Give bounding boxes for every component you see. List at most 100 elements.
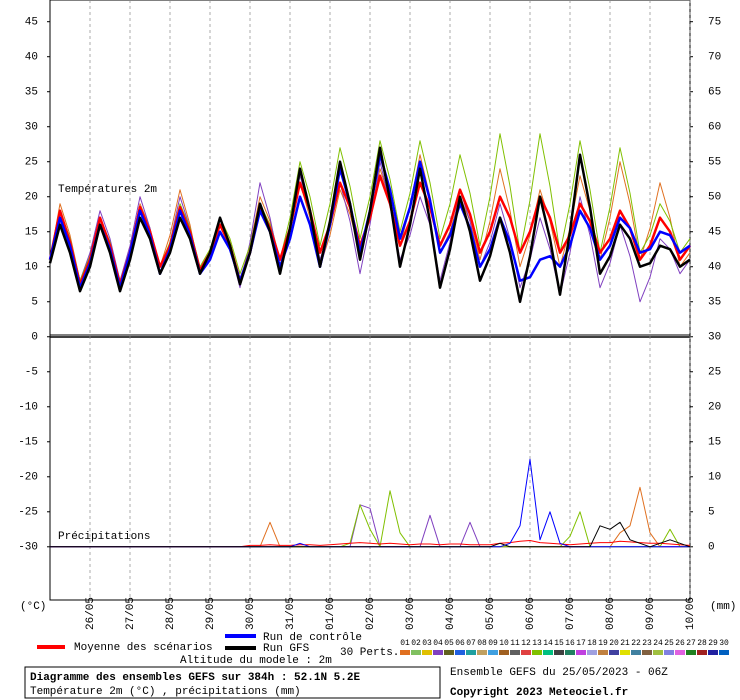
legend-label: Moyenne des scénarios	[74, 642, 213, 654]
y2-tick-label: 25	[708, 367, 721, 379]
member-label: 27	[686, 639, 696, 648]
member-swatch	[499, 650, 509, 655]
member-swatch	[488, 650, 498, 655]
annotation: Températures 2m	[58, 184, 157, 196]
member-label: 20	[609, 639, 619, 648]
perturbations-label: 30 Perts.	[340, 647, 399, 659]
y-tick-label: 0	[31, 332, 38, 344]
annotation: Précipitations	[58, 531, 150, 543]
member-label: 15	[554, 639, 564, 648]
member-label: 13	[532, 639, 542, 648]
member-label: 10	[499, 639, 509, 648]
member-label: 21	[620, 639, 630, 648]
member-label: 26	[675, 639, 685, 648]
y-tick-label: 5	[31, 297, 38, 309]
member-swatch	[708, 650, 718, 655]
member-swatch	[510, 650, 520, 655]
member-swatch	[697, 650, 707, 655]
member-swatch	[675, 650, 685, 655]
y-tick-label: 35	[25, 87, 38, 99]
x-tick-label: 06/06	[525, 597, 537, 630]
series-line	[48, 174, 692, 286]
y2-tick-label: 50	[708, 192, 721, 204]
member-swatch	[653, 650, 663, 655]
member-swatch	[444, 650, 454, 655]
member-swatch	[565, 650, 575, 655]
x-tick-label: 26/05	[85, 597, 97, 630]
member-swatch	[719, 650, 729, 655]
y-tick-label: 10	[25, 262, 38, 274]
y2-tick-label: 40	[708, 262, 721, 274]
x-tick-label: 01/06	[325, 597, 337, 630]
y-tick-label: 30	[25, 122, 38, 134]
chart-subtitle: Température 2m (°C) , précipitations (mm…	[30, 686, 301, 698]
y2-tick-label: 35	[708, 297, 721, 309]
x-tick-label: 28/05	[165, 597, 177, 630]
member-label: 17	[576, 639, 586, 648]
member-swatch	[422, 650, 432, 655]
title-box	[24, 666, 441, 699]
member-swatch	[455, 650, 465, 655]
member-label: 16	[565, 639, 575, 648]
member-label: 02	[411, 639, 421, 648]
member-swatch	[400, 650, 410, 655]
member-swatch	[477, 650, 487, 655]
series-line	[50, 521, 691, 548]
y-tick-label: -30	[18, 542, 38, 554]
y2-tick-label: 5	[708, 507, 715, 519]
member-label: 04	[433, 639, 443, 648]
y2-tick-label: 45	[708, 227, 721, 239]
member-label: 08	[477, 639, 487, 648]
member-swatch	[433, 650, 443, 655]
member-swatch	[598, 650, 608, 655]
y-tick-label: 20	[25, 192, 38, 204]
y2-tick-label: 15	[708, 437, 721, 449]
member-swatch	[411, 650, 421, 655]
member-swatch	[686, 650, 696, 655]
member-label: 07	[466, 639, 476, 648]
member-label: 14	[543, 639, 553, 648]
x-tick-label: 03/06	[405, 597, 417, 630]
y-tick-label: 25	[25, 157, 38, 169]
member-label: 29	[708, 639, 718, 648]
y-tick-label: -20	[18, 472, 38, 484]
y2-tick-label: 60	[708, 122, 721, 134]
y-tick-label: -10	[18, 402, 38, 414]
x-tick-label: 07/06	[565, 597, 577, 630]
member-swatch	[664, 650, 674, 655]
y-axis-label: (°C)	[20, 601, 46, 613]
member-swatch	[521, 650, 531, 655]
x-tick-label: 30/05	[245, 597, 257, 630]
member-label: 22	[631, 639, 641, 648]
x-tick-label: 31/05	[285, 597, 297, 630]
member-label: 28	[697, 639, 707, 648]
member-label: 25	[664, 639, 674, 648]
y2-tick-label: 30	[708, 332, 721, 344]
y2-axis-label: (mm)	[710, 601, 736, 613]
member-label: 06	[455, 639, 465, 648]
x-tick-label: 29/05	[205, 597, 217, 630]
member-label: 18	[587, 639, 597, 648]
member-swatch	[554, 650, 564, 655]
member-swatch	[543, 650, 553, 655]
y-tick-label: -15	[18, 437, 38, 449]
y2-tick-label: 20	[708, 402, 721, 414]
y2-tick-label: 0	[708, 542, 715, 554]
member-label: 03	[422, 639, 432, 648]
y2-tick-label: 70	[708, 52, 721, 64]
y2-tick-label: 10	[708, 472, 721, 484]
member-label: 05	[444, 639, 454, 648]
member-label: 12	[521, 639, 531, 648]
member-label: 11	[510, 639, 520, 648]
member-label: 24	[653, 639, 663, 648]
member-swatch	[576, 650, 586, 655]
member-swatch	[642, 650, 652, 655]
member-swatch	[532, 650, 542, 655]
member-swatch	[609, 650, 619, 655]
y-tick-label: -25	[18, 507, 38, 519]
chart-title: Diagramme des ensembles GEFS sur 384h : …	[30, 672, 360, 684]
series-line	[48, 146, 691, 304]
x-tick-label: 05/06	[485, 597, 497, 630]
legend-label: Run GFS	[263, 643, 310, 655]
